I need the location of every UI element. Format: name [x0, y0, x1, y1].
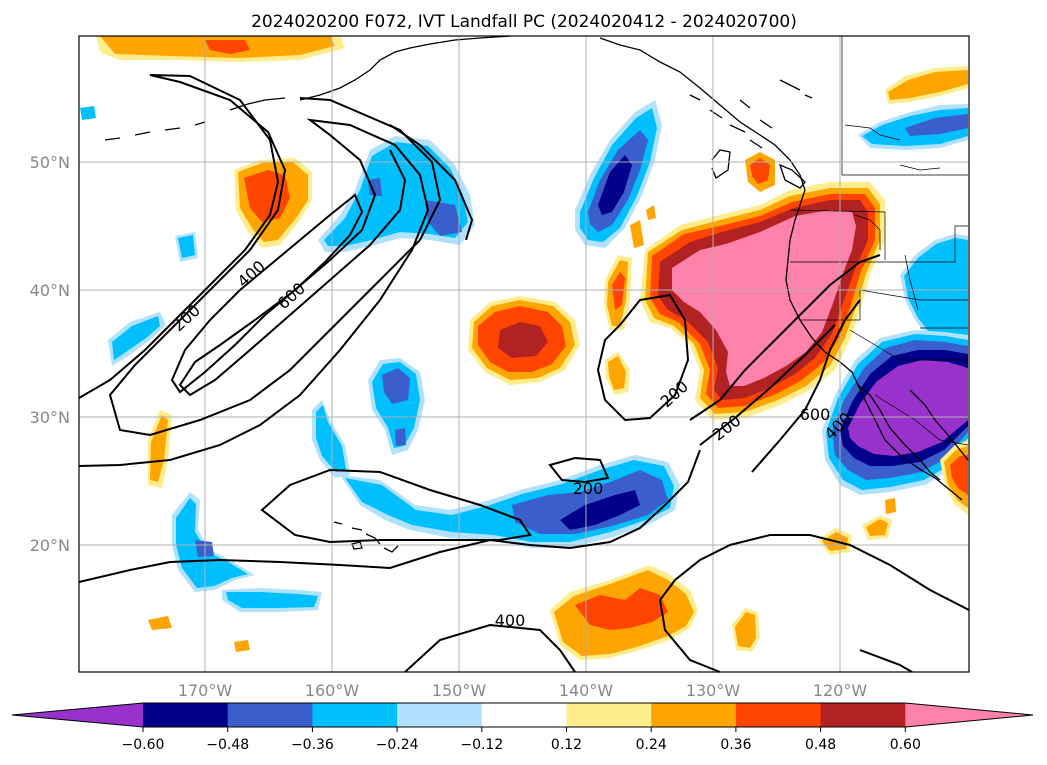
colorbar-tick-label: 0.48 [805, 737, 836, 753]
colorbar-segment [227, 703, 313, 727]
shade-pink-region [640, 182, 885, 420]
map-panel: 200 400 600 200 200 600 400 200 400 [78, 35, 970, 673]
map-title: 2024020200 F072, IVT Landfall PC (202402… [251, 12, 797, 32]
colorbar-tick-label: −0.36 [291, 737, 334, 753]
contour-label: 400 [495, 611, 526, 630]
shade-purple-region [822, 330, 968, 495]
colorbar-tick-label: −0.12 [460, 737, 503, 753]
lon-label-130w: 130°W [686, 681, 741, 700]
lon-label-150w: 150°W [432, 681, 487, 700]
colorbar-extend-low [12, 703, 143, 727]
latitude-labels: 50°N 40°N 30°N 20°N [30, 153, 70, 555]
colorbar-segment [651, 703, 737, 727]
contour-label: 600 [800, 405, 831, 424]
colorbar: −0.60 −0.48 −0.36 −0.24 −0.12 0.12 0.24 0.36 0.4… [11, 702, 1034, 753]
colorbar-tick-label: −0.60 [122, 737, 165, 753]
lat-label-40n: 40°N [30, 281, 70, 300]
colorbar-segment [397, 703, 483, 727]
colorbar-tick-label: 0.12 [551, 737, 582, 753]
lat-label-20n: 20°N [30, 536, 70, 555]
colorbar-segment [820, 703, 906, 727]
longitude-labels: 170°W 160°W 150°W 140°W 130°W 120°W [178, 681, 868, 700]
colorbar-tick-label: −0.24 [376, 737, 419, 753]
lon-label-140w: 140°W [559, 681, 614, 700]
shade-orange-blob-south [550, 565, 698, 660]
colorbar-tick-label: 0.60 [890, 737, 921, 753]
colorbar-segment [312, 703, 398, 727]
ivt-contours [78, 74, 970, 673]
colorbar-segment [566, 703, 652, 727]
colorbar-segment [143, 703, 229, 727]
lat-label-50n: 50°N [30, 153, 70, 172]
colorbar-extend-high [905, 703, 1033, 727]
shade-red-blob-central [468, 296, 580, 385]
contour-label: 200 [573, 479, 604, 498]
colorbar-segment [481, 703, 567, 727]
shading-layer [80, 36, 968, 660]
colorbar-tick-label: 0.36 [720, 737, 751, 753]
lon-label-160w: 160°W [305, 681, 360, 700]
shade-blue-streak-central [575, 100, 662, 248]
colorbar-tick-label: 0.24 [636, 737, 667, 753]
colorbar-tick-label: −0.48 [206, 737, 249, 753]
gridlines [79, 36, 969, 672]
political-borders [789, 36, 969, 446]
lon-label-120w: 120°W [813, 681, 868, 700]
lat-label-30n: 30°N [30, 408, 70, 427]
colorbar-segment [735, 703, 822, 727]
shade-topleft-band [96, 36, 345, 62]
lon-label-170w: 170°W [178, 681, 233, 700]
